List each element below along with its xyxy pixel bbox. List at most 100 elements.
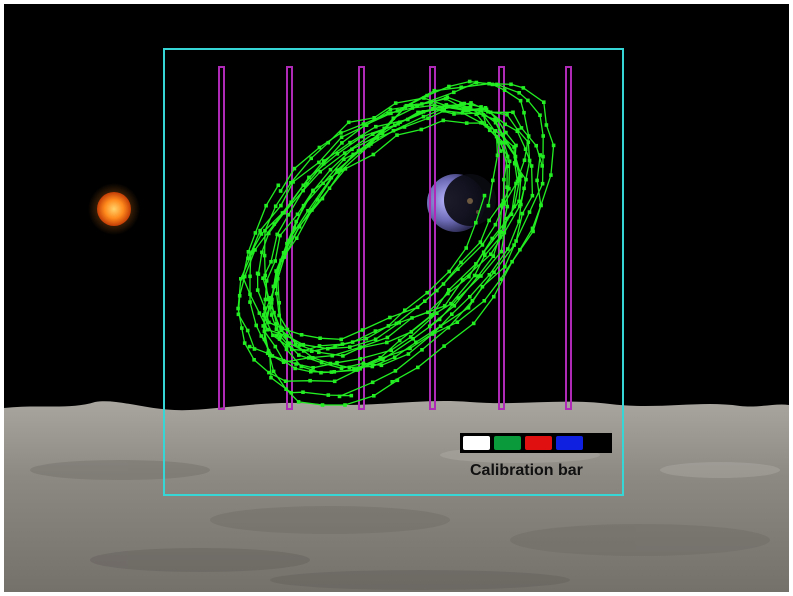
gaze-track [236, 79, 556, 407]
track-point [385, 335, 390, 340]
track-point [317, 145, 322, 150]
track-point [544, 123, 549, 127]
track-point [442, 109, 446, 113]
track-point [484, 107, 489, 112]
track-point [549, 173, 553, 177]
track-point [358, 357, 362, 361]
track-point [261, 324, 265, 328]
calibration-swatch-green [494, 436, 521, 450]
track-point [240, 326, 244, 330]
track-point [441, 118, 446, 123]
track-point [360, 134, 364, 139]
track-point [326, 393, 331, 397]
track-point [468, 295, 472, 299]
track-point [263, 297, 268, 302]
track-point [372, 394, 376, 398]
track-point [373, 329, 378, 333]
track-point [339, 168, 344, 172]
track-point [299, 333, 304, 337]
track-point [478, 109, 482, 113]
track-point [245, 328, 250, 333]
track-point [271, 369, 276, 374]
track-point [339, 131, 343, 135]
track-point [241, 275, 245, 280]
track-point [416, 110, 420, 115]
track-point [435, 311, 439, 315]
track-point [328, 361, 333, 366]
track-point [310, 349, 314, 353]
track-point [267, 296, 271, 300]
track-point [452, 90, 456, 95]
track-point [278, 233, 282, 238]
track-point [342, 157, 346, 162]
track-point [426, 310, 430, 315]
track-point [479, 274, 483, 278]
track-point [255, 288, 260, 292]
track-point [273, 204, 278, 208]
track-point [299, 364, 304, 369]
track-point [395, 109, 400, 113]
track-point [282, 210, 286, 215]
track-point [514, 181, 518, 186]
track-point [521, 86, 526, 90]
track-loop [262, 96, 499, 352]
track-point [438, 324, 443, 328]
track-point [321, 181, 325, 186]
track-point [321, 161, 326, 166]
track-point [490, 82, 495, 87]
track-point [253, 248, 257, 252]
track-point [391, 128, 396, 133]
track-point [283, 379, 288, 383]
track-point [306, 209, 310, 213]
track-point [487, 273, 492, 277]
track-point [361, 361, 366, 366]
scan-line [358, 66, 365, 410]
track-point [270, 354, 275, 358]
track-point [350, 147, 354, 152]
track-point [267, 320, 271, 325]
track-point [321, 159, 326, 163]
track-point [274, 291, 279, 296]
track-point [332, 370, 337, 374]
track-point [317, 350, 321, 355]
track-point [291, 180, 295, 184]
track-point [504, 130, 508, 135]
track-point [340, 342, 345, 346]
track-point [460, 278, 465, 282]
track-point [335, 360, 339, 365]
track-point [389, 348, 393, 352]
track-point [475, 111, 480, 115]
track-point [265, 351, 270, 356]
track-point [517, 91, 521, 95]
track-point [276, 277, 280, 281]
track-point [319, 360, 324, 365]
track-point [340, 141, 344, 145]
track-point [519, 126, 524, 130]
track-point [432, 88, 437, 93]
track-point [389, 111, 393, 116]
track-point [507, 159, 512, 164]
track-point [301, 342, 306, 347]
track-point [335, 152, 340, 156]
track-point [503, 122, 507, 127]
track-point [259, 232, 264, 236]
track-point [519, 174, 523, 178]
track-point [449, 301, 453, 306]
track-point [339, 366, 344, 371]
track-point [343, 403, 347, 407]
track-point [408, 335, 413, 339]
track-point [278, 189, 283, 193]
track-point [335, 168, 339, 172]
track-point [311, 366, 315, 370]
track-point [505, 204, 510, 209]
track-point [260, 250, 264, 255]
track-point [394, 321, 399, 326]
track-point [385, 340, 389, 345]
track-point [388, 315, 392, 320]
track-point [531, 229, 535, 234]
track-point [318, 336, 322, 340]
track-point [289, 181, 293, 185]
track-point [542, 100, 546, 104]
track-point [236, 312, 241, 317]
track-point [491, 254, 496, 258]
